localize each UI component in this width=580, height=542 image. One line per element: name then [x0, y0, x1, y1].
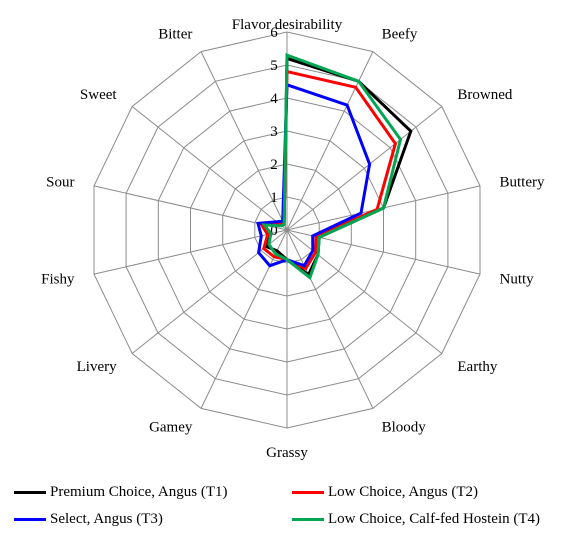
category-label: Fishy — [41, 272, 75, 288]
spoke — [286, 106, 443, 231]
radial-tick-label: 5 — [270, 58, 278, 74]
legend-swatch — [292, 518, 324, 521]
radar-chart: 0 1 2 3 4 5 6 Flavor desirability Beefy Browned B… — [41, 17, 545, 461]
legend-label: Low Choice, Angus (T2) — [328, 484, 478, 500]
spoke — [93, 185, 288, 231]
category-label: Beefy — [382, 27, 418, 43]
category-label: Gamey — [149, 419, 193, 435]
category-label: Flavor desirability — [232, 17, 343, 33]
radial-tick-label: 0 — [270, 223, 278, 239]
legend-swatch — [14, 518, 46, 521]
legend-label: Select, Angus (T3) — [50, 511, 163, 527]
spoke — [93, 229, 288, 275]
legend-swatch — [14, 491, 46, 494]
category-label: Earthy — [457, 359, 497, 375]
spoke — [200, 229, 288, 409]
radial-tick-label: 1 — [270, 190, 278, 206]
legend-item-t3: Select, Angus (T3) — [14, 511, 163, 528]
radial-tick-labels: 0 1 2 3 4 5 6 — [270, 25, 278, 239]
category-label: Sour — [46, 175, 74, 191]
category-label: Livery — [77, 359, 117, 375]
spoke — [286, 229, 374, 409]
radar-series — [256, 52, 413, 281]
radial-tick-label: 2 — [270, 157, 278, 173]
spoke — [131, 229, 288, 354]
legend-label: Low Choice, Calf-fed Hostein (T4) — [328, 511, 541, 527]
category-label: Bloody — [382, 419, 427, 435]
legend-swatch — [292, 491, 324, 494]
legend: Premium Choice, Angus (T1) Low Choice, A… — [0, 480, 580, 540]
radial-tick-label: 3 — [270, 124, 278, 140]
radial-tick-label: 4 — [270, 91, 278, 107]
spoke — [200, 51, 288, 231]
category-labels: Flavor desirability Beefy Browned Buttery Nu… — [41, 17, 545, 461]
radial-tick-label: 6 — [270, 25, 278, 41]
category-label: Buttery — [500, 175, 545, 191]
spoke — [131, 106, 288, 231]
legend-item-t2: Low Choice, Angus (T2) — [292, 484, 478, 501]
series-line-t4 — [261, 52, 403, 281]
legend-label: Premium Choice, Angus (T1) — [50, 484, 228, 500]
legend-item-t4: Low Choice, Calf-fed Hostein (T4) — [292, 511, 540, 528]
legend-item-t1: Premium Choice, Angus (T1) — [14, 484, 227, 501]
category-label: Nutty — [500, 272, 535, 288]
category-label: Bitter — [158, 27, 192, 43]
spoke — [286, 229, 443, 354]
category-label: Grassy — [266, 445, 308, 461]
category-label: Browned — [457, 87, 512, 103]
category-label: Sweet — [80, 87, 117, 103]
